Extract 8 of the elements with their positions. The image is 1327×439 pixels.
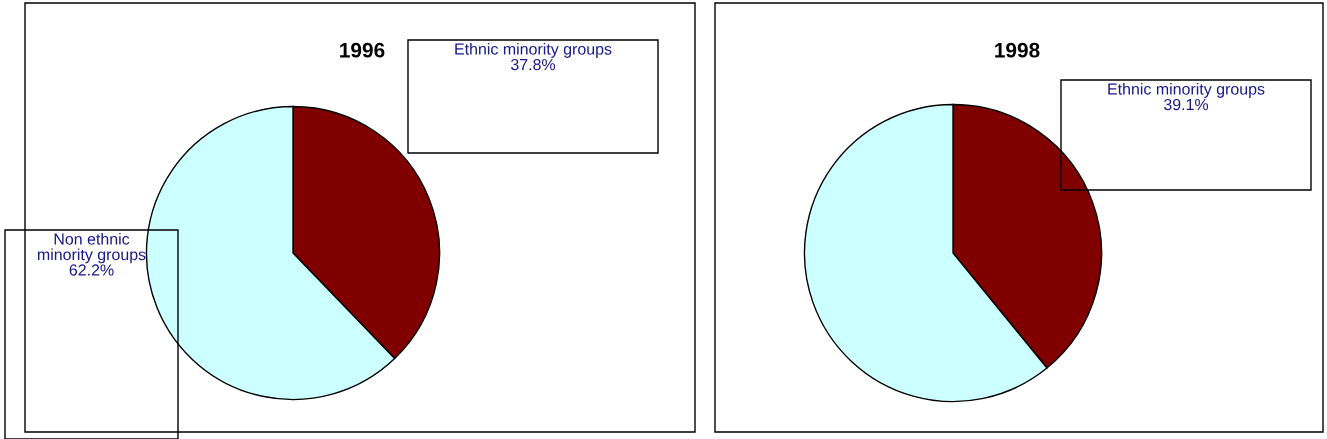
data-label: 37.8% [510,58,556,71]
chart-title: 1996 [340,42,385,58]
data-label: 39.1% [1163,98,1209,111]
slice-label: Non ethnic minority groups [37,233,146,264]
data-label: 62.2% [69,264,114,276]
slice-label: Ethnic minority groups [455,43,612,58]
slice-label: Ethnic minority groups [1108,83,1265,98]
chart-title: 1998 [995,42,1040,58]
